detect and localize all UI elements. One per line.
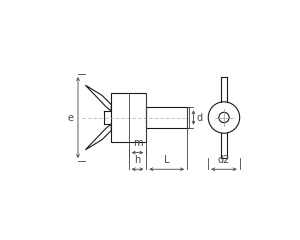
- Text: e: e: [68, 113, 74, 122]
- Text: d: d: [197, 113, 203, 122]
- Text: L: L: [164, 155, 169, 165]
- Text: m: m: [133, 138, 142, 148]
- Text: h: h: [134, 155, 141, 165]
- Text: d2: d2: [218, 155, 230, 165]
